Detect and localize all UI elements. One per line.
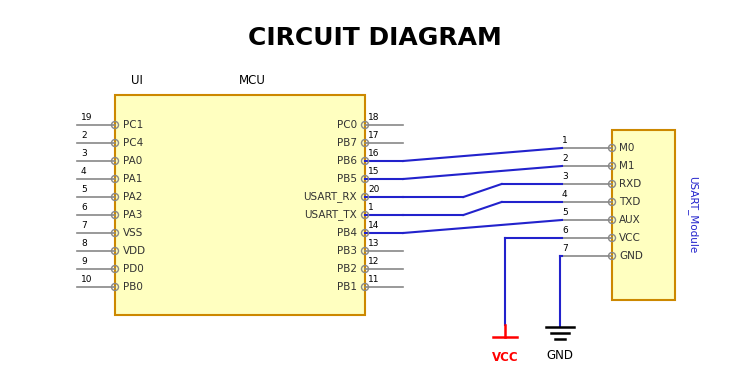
Text: UI: UI bbox=[131, 74, 143, 87]
Text: 11: 11 bbox=[368, 275, 380, 284]
Text: 1: 1 bbox=[368, 203, 374, 212]
Text: CIRCUIT DIAGRAM: CIRCUIT DIAGRAM bbox=[248, 26, 502, 50]
Text: PC4: PC4 bbox=[123, 138, 143, 148]
Text: VDD: VDD bbox=[123, 246, 146, 256]
Text: VSS: VSS bbox=[123, 228, 143, 238]
Text: VCC: VCC bbox=[619, 233, 640, 243]
Text: PB4: PB4 bbox=[337, 228, 357, 238]
Text: PB0: PB0 bbox=[123, 282, 142, 292]
Text: PB6: PB6 bbox=[337, 156, 357, 166]
Text: 7: 7 bbox=[562, 244, 568, 253]
Text: 3: 3 bbox=[81, 149, 87, 158]
Text: USART_Module: USART_Module bbox=[688, 176, 698, 254]
Text: 16: 16 bbox=[368, 149, 380, 158]
Text: 19: 19 bbox=[81, 113, 92, 122]
Text: PC1: PC1 bbox=[123, 120, 143, 130]
Text: 5: 5 bbox=[81, 185, 87, 194]
Text: 17: 17 bbox=[368, 131, 380, 140]
Text: 6: 6 bbox=[562, 226, 568, 235]
Text: PB1: PB1 bbox=[337, 282, 357, 292]
Text: 4: 4 bbox=[562, 190, 568, 199]
Text: USART_TX: USART_TX bbox=[304, 210, 357, 220]
Text: M1: M1 bbox=[619, 161, 634, 171]
Text: 10: 10 bbox=[81, 275, 92, 284]
Text: 9: 9 bbox=[81, 257, 87, 266]
Text: MCU: MCU bbox=[239, 74, 266, 87]
Text: GND: GND bbox=[547, 349, 574, 362]
Text: 12: 12 bbox=[368, 257, 380, 266]
Text: 2: 2 bbox=[81, 131, 86, 140]
Text: 13: 13 bbox=[368, 239, 380, 248]
Text: 20: 20 bbox=[368, 185, 380, 194]
Text: USART_RX: USART_RX bbox=[303, 191, 357, 202]
Text: PB7: PB7 bbox=[337, 138, 357, 148]
Text: 14: 14 bbox=[368, 221, 380, 230]
Text: 3: 3 bbox=[562, 172, 568, 181]
Text: 18: 18 bbox=[368, 113, 380, 122]
Bar bbox=[115, 95, 365, 315]
Text: 2: 2 bbox=[562, 154, 568, 163]
Text: AUX: AUX bbox=[619, 215, 640, 225]
Text: PC0: PC0 bbox=[337, 120, 357, 130]
Text: PA3: PA3 bbox=[123, 210, 142, 220]
Text: PA1: PA1 bbox=[123, 174, 142, 184]
Text: PB2: PB2 bbox=[337, 264, 357, 274]
Text: RXD: RXD bbox=[619, 179, 641, 189]
Text: VCC: VCC bbox=[492, 351, 518, 364]
Text: PD0: PD0 bbox=[123, 264, 144, 274]
Text: 15: 15 bbox=[368, 167, 380, 176]
Text: 7: 7 bbox=[81, 221, 87, 230]
Text: PA0: PA0 bbox=[123, 156, 142, 166]
Text: 1: 1 bbox=[562, 136, 568, 145]
Text: 6: 6 bbox=[81, 203, 87, 212]
Text: TXD: TXD bbox=[619, 197, 640, 207]
Bar bbox=[612, 130, 675, 300]
Text: 5: 5 bbox=[562, 208, 568, 217]
Text: 4: 4 bbox=[81, 167, 86, 176]
Text: 8: 8 bbox=[81, 239, 87, 248]
Text: M0: M0 bbox=[619, 143, 634, 153]
Text: PB5: PB5 bbox=[337, 174, 357, 184]
Text: PA2: PA2 bbox=[123, 192, 142, 202]
Text: PB3: PB3 bbox=[337, 246, 357, 256]
Text: GND: GND bbox=[619, 251, 643, 261]
